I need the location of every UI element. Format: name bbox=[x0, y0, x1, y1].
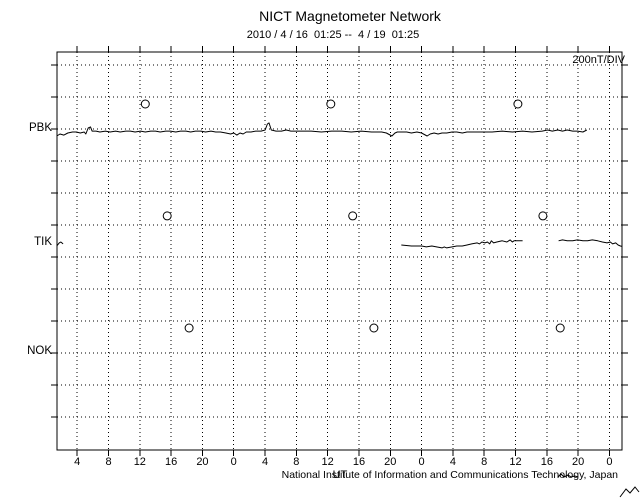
station-label-tik: TIK bbox=[34, 235, 52, 248]
institute-credit: National Institute of Information and Co… bbox=[281, 469, 618, 481]
x-tick-label: 12 bbox=[133, 456, 146, 468]
day-marker-pbk bbox=[513, 99, 523, 109]
x-tick-label: 0 bbox=[230, 456, 237, 468]
day-marker-pbk bbox=[326, 99, 336, 109]
day-marker-tik bbox=[162, 211, 172, 221]
x-tick-label: 4 bbox=[74, 456, 81, 468]
scale-per-division-label: 200nT/DIV bbox=[572, 54, 625, 66]
x-tick-label: 0 bbox=[418, 456, 425, 468]
station-label-pbk: PBK bbox=[28, 122, 52, 134]
x-tick-label: 8 bbox=[293, 456, 300, 468]
x-tick-label: 16 bbox=[165, 456, 178, 468]
x-tick-label: 20 bbox=[384, 456, 397, 468]
x-tick-label: 16 bbox=[352, 456, 366, 468]
x-tick-label: 20 bbox=[572, 456, 585, 468]
footer-scribble-artifact bbox=[557, 473, 579, 478]
trace-tik bbox=[401, 239, 523, 249]
trace-tik bbox=[56, 241, 64, 247]
x-tick-label: 4 bbox=[449, 456, 456, 468]
trace-pbk bbox=[56, 122, 588, 137]
x-tick-label: 0 bbox=[606, 456, 613, 468]
page-title: NICT Magnetometer Network bbox=[259, 8, 441, 24]
trace-tik bbox=[558, 239, 623, 247]
day-marker-nok bbox=[369, 323, 379, 333]
plot-frame bbox=[56, 51, 623, 451]
x-tick-label: 8 bbox=[481, 456, 488, 468]
corner-scribble-artifact bbox=[619, 486, 640, 498]
day-marker-pbk bbox=[140, 99, 150, 109]
x-tick-label: 20 bbox=[196, 456, 209, 468]
day-marker-nok bbox=[555, 323, 565, 333]
station-label-nok: NOK bbox=[27, 345, 52, 358]
x-tick-label: 16 bbox=[540, 456, 553, 468]
time-range-subtitle: 2010 / 4 / 16 01:25 -- 4 / 19 01:25 bbox=[246, 29, 420, 41]
x-tick-label: 4 bbox=[261, 456, 269, 468]
day-marker-tik bbox=[538, 211, 548, 221]
x-tick-label: 12 bbox=[509, 456, 522, 468]
day-marker-tik bbox=[348, 211, 358, 221]
x-axis-unit-label: UT bbox=[332, 469, 348, 481]
day-marker-nok bbox=[184, 323, 194, 333]
x-tick-label: 8 bbox=[105, 456, 112, 468]
x-tick-label: 12 bbox=[321, 456, 334, 468]
